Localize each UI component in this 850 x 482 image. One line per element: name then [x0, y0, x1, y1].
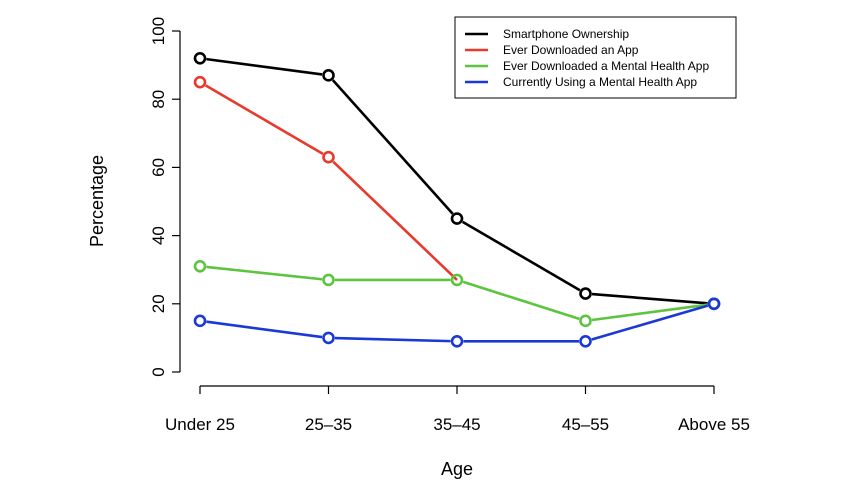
- series-line-segment: [206, 320, 323, 339]
- data-point: [322, 273, 335, 287]
- y-tick-label: 100: [149, 17, 168, 45]
- legend-entry: Currently Using a Mental Health App: [503, 75, 697, 89]
- series-line-segment: [204, 84, 324, 156]
- series-line-segment: [461, 220, 581, 292]
- series-line-segment: [334, 336, 451, 343]
- x-tick-label: Under 25: [165, 415, 235, 434]
- y-axis-label: Percentage: [87, 155, 107, 247]
- series-line-segment: [591, 304, 709, 341]
- data-point: [193, 75, 207, 89]
- series-line-segment: [206, 265, 323, 281]
- series-line-segment: [332, 160, 458, 281]
- x-tick-label: 45–55: [562, 415, 609, 434]
- data-point: [707, 297, 721, 311]
- y-tick-label: 60: [149, 158, 168, 177]
- series-line-segment: [462, 280, 580, 321]
- data-point: [193, 314, 207, 328]
- series-layer: [193, 51, 721, 348]
- x-axis-label: Age: [441, 459, 473, 479]
- data-point: [579, 335, 592, 348]
- data-point: [322, 69, 335, 82]
- data-point: [193, 51, 207, 65]
- series-line-segment: [591, 292, 708, 305]
- y-tick-label: 80: [149, 90, 168, 109]
- y-tick-label: 0: [149, 367, 168, 376]
- y-axis: 0 20 40 60 80 100: [149, 17, 181, 377]
- y-tick-label: 20: [149, 294, 168, 313]
- legend-entry: Smartphone Ownership: [503, 27, 629, 41]
- data-point: [193, 259, 207, 273]
- data-point: [450, 335, 464, 348]
- data-point: [322, 150, 335, 164]
- x-axis: Under 25 25–35 35–45 45–55 Above 55: [165, 385, 750, 434]
- x-tick-label: Above 55: [678, 415, 750, 434]
- data-point: [450, 273, 464, 287]
- legend-entry: Ever Downloaded a Mental Health App: [503, 59, 709, 73]
- x-tick-label: 35–45: [433, 415, 480, 434]
- data-point: [450, 212, 464, 225]
- series-3: [193, 297, 721, 348]
- series-1: [193, 75, 458, 281]
- y-tick-label: 40: [149, 226, 168, 245]
- legend-box: [454, 16, 737, 99]
- x-tick-label: 25–35: [305, 415, 352, 434]
- series-line-segment: [206, 57, 323, 76]
- series-line-segment: [331, 79, 454, 215]
- data-point: [579, 314, 592, 328]
- series-line-segment: [591, 303, 708, 322]
- legend-entry: Ever Downloaded an App: [503, 43, 639, 57]
- data-point: [322, 331, 335, 345]
- data-point: [579, 287, 592, 300]
- legend: Smartphone Ownership Ever Downloaded an A…: [454, 16, 737, 99]
- series-2: [193, 259, 721, 328]
